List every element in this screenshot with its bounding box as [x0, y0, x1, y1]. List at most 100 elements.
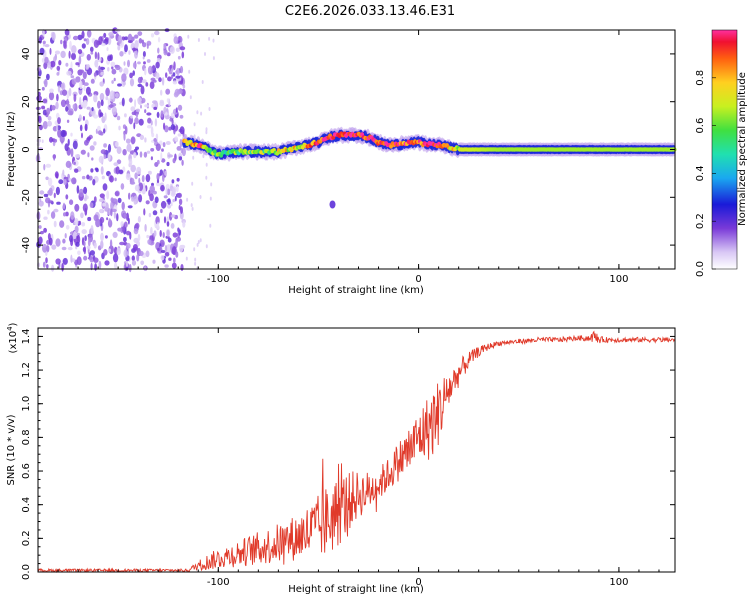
noise-speckle — [179, 244, 184, 253]
noise-speckle — [89, 202, 94, 209]
faint-speckle — [205, 175, 208, 180]
noise-speckle — [56, 201, 61, 205]
noise-speckle — [74, 154, 81, 158]
noise-speckle — [73, 93, 77, 102]
noise-speckle — [80, 212, 84, 219]
noise-speckle — [58, 60, 62, 66]
noise-speckle — [60, 99, 67, 108]
noise-speckle — [164, 125, 169, 133]
noise-speckle — [177, 55, 181, 60]
noise-speckle — [70, 254, 73, 263]
noise-speckle — [93, 242, 97, 249]
noise-speckle — [129, 72, 134, 79]
noise-speckle — [56, 65, 61, 71]
noise-speckle — [72, 35, 79, 41]
noise-speckle — [67, 138, 70, 146]
noise-speckle — [128, 158, 133, 166]
noise-speckle — [124, 44, 128, 53]
noise-speckle — [93, 257, 99, 264]
noise-speckle — [83, 82, 89, 86]
noise-speckle — [179, 126, 185, 135]
noise-speckle — [117, 227, 123, 232]
noise-speckle — [148, 212, 152, 218]
noise-speckle — [111, 68, 117, 75]
noise-speckle — [83, 99, 88, 107]
noise-speckle — [120, 183, 125, 190]
noise-speckle — [153, 106, 158, 110]
snr-series-line — [37, 330, 675, 574]
faint-speckle — [193, 247, 196, 252]
faint-speckle — [205, 162, 208, 167]
noise-speckle — [159, 101, 165, 107]
noise-speckle — [76, 256, 82, 266]
snr-y-tick-label: 0.2 — [21, 530, 32, 546]
noise-speckle — [125, 242, 131, 249]
noise-speckle — [51, 244, 57, 250]
snr-x-axis-label: Height of straight line (km) — [288, 584, 424, 595]
noise-speckle — [125, 173, 131, 181]
noise-speckle — [108, 218, 111, 225]
noise-speckle — [160, 110, 164, 118]
noise-speckle — [109, 175, 114, 183]
noise-speckle — [117, 35, 123, 44]
faint-speckle — [186, 197, 189, 202]
noise-speckle — [39, 190, 45, 195]
noise-speckle — [132, 244, 138, 251]
noise-speckle — [107, 152, 111, 161]
noise-speckle — [91, 157, 94, 161]
noise-speckle — [78, 220, 82, 226]
noise-speckle — [137, 216, 141, 223]
noise-speckle — [65, 211, 69, 217]
noise-speckle — [152, 210, 158, 216]
noise-speckle — [54, 171, 59, 179]
noise-speckle — [42, 109, 48, 116]
noise-speckle — [161, 77, 165, 86]
noise-speckle — [106, 217, 109, 221]
noise-speckle — [47, 209, 50, 215]
noise-speckle — [132, 61, 137, 69]
noise-speckle — [77, 49, 83, 55]
noise-speckle — [86, 136, 91, 141]
noise-speckle — [161, 158, 166, 163]
noise-speckle — [108, 32, 114, 37]
noise-speckle — [150, 148, 155, 152]
noise-speckle — [104, 37, 109, 42]
noise-speckle — [104, 260, 110, 266]
noise-speckle — [84, 235, 87, 242]
noise-speckle — [165, 72, 168, 78]
noise-speckle — [83, 186, 88, 194]
noise-speckle — [62, 202, 66, 210]
noise-speckle — [169, 65, 173, 69]
noise-speckle — [56, 124, 59, 132]
noise-speckle — [137, 76, 142, 84]
noise-speckle — [77, 34, 83, 41]
noise-speckle — [167, 198, 171, 205]
noise-speckle — [43, 216, 48, 220]
noise-speckle — [60, 129, 66, 138]
noise-speckle — [169, 46, 175, 54]
noise-speckle — [171, 74, 174, 79]
noise-speckle — [98, 130, 103, 136]
noise-speckle — [80, 101, 85, 108]
noise-speckle — [93, 94, 98, 103]
noise-speckle — [118, 169, 124, 174]
faint-speckle — [209, 223, 212, 228]
noise-speckle — [173, 36, 179, 44]
noise-speckle — [145, 200, 150, 205]
noise-speckle — [156, 159, 160, 165]
noise-speckle — [41, 105, 46, 110]
noise-speckle — [100, 232, 104, 242]
noise-speckle — [139, 134, 145, 140]
noise-speckle — [107, 55, 112, 62]
noise-speckle — [78, 114, 82, 122]
faint-speckle — [199, 238, 202, 243]
noise-speckle — [80, 149, 86, 155]
noise-speckle — [51, 105, 56, 111]
noise-speckle — [100, 166, 104, 175]
noise-speckle — [113, 246, 118, 255]
noise-speckle — [124, 36, 128, 41]
noise-speckle — [124, 125, 128, 135]
noise-speckle — [43, 163, 46, 171]
noise-speckle — [145, 174, 151, 183]
noise-speckle — [163, 195, 168, 199]
